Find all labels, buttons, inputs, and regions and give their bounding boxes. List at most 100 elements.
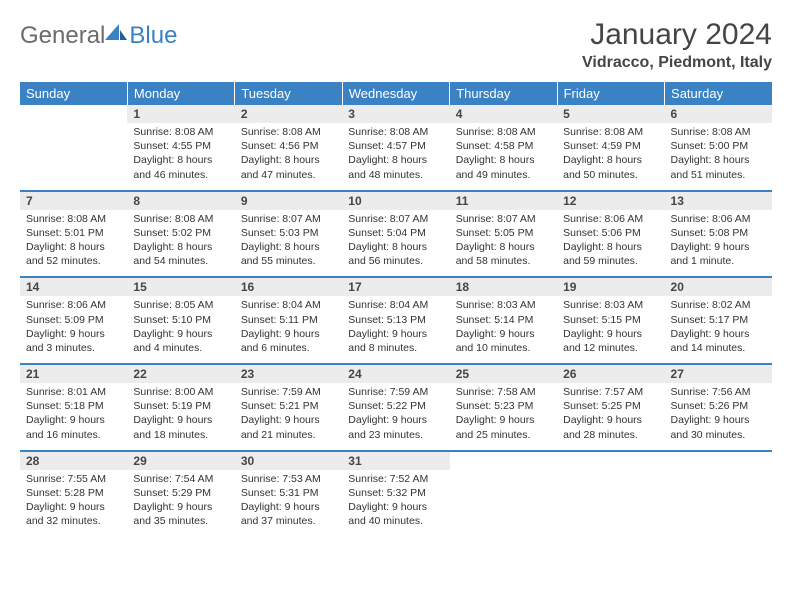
sunset-text: Sunset: 5:11 PM [241, 313, 336, 327]
day-details: Sunrise: 8:04 AMSunset: 5:13 PMDaylight:… [342, 296, 449, 364]
sunset-text: Sunset: 5:17 PM [671, 313, 766, 327]
sunrise-text: Sunrise: 8:08 AM [348, 125, 443, 139]
weekday-header: Monday [127, 82, 234, 105]
sunrise-text: Sunrise: 8:00 AM [133, 385, 228, 399]
daylight-text: Daylight: 9 hours and 12 minutes. [563, 327, 658, 355]
daylight-text: Daylight: 8 hours and 52 minutes. [26, 240, 121, 268]
daylight-text: Daylight: 9 hours and 16 minutes. [26, 413, 121, 441]
daylight-text: Daylight: 9 hours and 32 minutes. [26, 500, 121, 528]
daylight-text: Daylight: 8 hours and 58 minutes. [456, 240, 551, 268]
day-details: Sunrise: 8:05 AMSunset: 5:10 PMDaylight:… [127, 296, 234, 364]
day-number: 25 [450, 365, 557, 383]
brand-word-2: Blue [129, 22, 177, 50]
day-number-row: 21222324252627 [20, 365, 772, 383]
day-number: 30 [235, 452, 342, 470]
sunrise-text: Sunrise: 8:04 AM [241, 298, 336, 312]
sunrise-text: Sunrise: 8:03 AM [456, 298, 551, 312]
sunrise-text: Sunrise: 7:59 AM [348, 385, 443, 399]
day-number-row: 78910111213 [20, 192, 772, 210]
sunset-text: Sunset: 5:01 PM [26, 226, 121, 240]
day-number-row: 14151617181920 [20, 278, 772, 296]
sunset-text: Sunset: 5:25 PM [563, 399, 658, 413]
brand-sail-icon [105, 22, 127, 40]
header: General Blue January 2024 Vidracco, Pied… [20, 18, 772, 72]
day-number: 10 [342, 192, 449, 210]
sunset-text: Sunset: 5:05 PM [456, 226, 551, 240]
sunrise-text: Sunrise: 8:07 AM [456, 212, 551, 226]
day-detail-row: Sunrise: 8:08 AMSunset: 4:55 PMDaylight:… [20, 123, 772, 191]
sunrise-text: Sunrise: 8:02 AM [671, 298, 766, 312]
sunrise-text: Sunrise: 7:58 AM [456, 385, 551, 399]
day-number-row: 28293031 [20, 452, 772, 470]
sunrise-text: Sunrise: 8:06 AM [671, 212, 766, 226]
sunrise-text: Sunrise: 8:08 AM [26, 212, 121, 226]
day-details: Sunrise: 8:07 AMSunset: 5:05 PMDaylight:… [450, 210, 557, 278]
empty-cell [450, 452, 557, 470]
daylight-text: Daylight: 8 hours and 46 minutes. [133, 153, 228, 181]
day-number: 18 [450, 278, 557, 296]
sunset-text: Sunset: 4:58 PM [456, 139, 551, 153]
day-number: 28 [20, 452, 127, 470]
day-details: Sunrise: 7:55 AMSunset: 5:28 PMDaylight:… [20, 470, 127, 537]
location: Vidracco, Piedmont, Italy [582, 54, 772, 72]
sunset-text: Sunset: 5:31 PM [241, 486, 336, 500]
daylight-text: Daylight: 9 hours and 14 minutes. [671, 327, 766, 355]
empty-cell [557, 470, 664, 537]
day-number: 12 [557, 192, 664, 210]
sunrise-text: Sunrise: 8:05 AM [133, 298, 228, 312]
daylight-text: Daylight: 9 hours and 25 minutes. [456, 413, 551, 441]
daylight-text: Daylight: 9 hours and 37 minutes. [241, 500, 336, 528]
daylight-text: Daylight: 8 hours and 50 minutes. [563, 153, 658, 181]
day-number: 11 [450, 192, 557, 210]
day-details: Sunrise: 8:03 AMSunset: 5:15 PMDaylight:… [557, 296, 664, 364]
sunset-text: Sunset: 5:23 PM [456, 399, 551, 413]
daylight-text: Daylight: 9 hours and 21 minutes. [241, 413, 336, 441]
weekday-header: Friday [557, 82, 664, 105]
day-details: Sunrise: 7:59 AMSunset: 5:22 PMDaylight:… [342, 383, 449, 451]
day-detail-row: Sunrise: 8:06 AMSunset: 5:09 PMDaylight:… [20, 296, 772, 364]
sunset-text: Sunset: 5:18 PM [26, 399, 121, 413]
daylight-text: Daylight: 9 hours and 28 minutes. [563, 413, 658, 441]
day-number: 31 [342, 452, 449, 470]
day-details: Sunrise: 8:08 AMSunset: 4:59 PMDaylight:… [557, 123, 664, 191]
sunrise-text: Sunrise: 8:08 AM [671, 125, 766, 139]
month-title: January 2024 [582, 18, 772, 52]
day-details: Sunrise: 8:03 AMSunset: 5:14 PMDaylight:… [450, 296, 557, 364]
day-number: 20 [665, 278, 772, 296]
daylight-text: Daylight: 8 hours and 54 minutes. [133, 240, 228, 268]
sunrise-text: Sunrise: 8:03 AM [563, 298, 658, 312]
sunrise-text: Sunrise: 8:01 AM [26, 385, 121, 399]
sunrise-text: Sunrise: 8:04 AM [348, 298, 443, 312]
day-number: 1 [127, 105, 234, 123]
day-number: 24 [342, 365, 449, 383]
day-details: Sunrise: 8:08 AMSunset: 4:56 PMDaylight:… [235, 123, 342, 191]
daylight-text: Daylight: 9 hours and 1 minute. [671, 240, 766, 268]
daylight-text: Daylight: 8 hours and 56 minutes. [348, 240, 443, 268]
daylight-text: Daylight: 8 hours and 55 minutes. [241, 240, 336, 268]
day-number: 5 [557, 105, 664, 123]
day-details: Sunrise: 7:53 AMSunset: 5:31 PMDaylight:… [235, 470, 342, 537]
day-details: Sunrise: 7:58 AMSunset: 5:23 PMDaylight:… [450, 383, 557, 451]
day-details: Sunrise: 7:59 AMSunset: 5:21 PMDaylight:… [235, 383, 342, 451]
sunset-text: Sunset: 4:59 PM [563, 139, 658, 153]
day-details: Sunrise: 7:52 AMSunset: 5:32 PMDaylight:… [342, 470, 449, 537]
day-number: 2 [235, 105, 342, 123]
day-number: 19 [557, 278, 664, 296]
weekday-header-row: SundayMondayTuesdayWednesdayThursdayFrid… [20, 82, 772, 105]
day-details: Sunrise: 8:08 AMSunset: 4:57 PMDaylight:… [342, 123, 449, 191]
day-detail-row: Sunrise: 7:55 AMSunset: 5:28 PMDaylight:… [20, 470, 772, 537]
sunset-text: Sunset: 5:14 PM [456, 313, 551, 327]
day-details: Sunrise: 8:06 AMSunset: 5:08 PMDaylight:… [665, 210, 772, 278]
weekday-header: Saturday [665, 82, 772, 105]
daylight-text: Daylight: 9 hours and 6 minutes. [241, 327, 336, 355]
sunrise-text: Sunrise: 7:52 AM [348, 472, 443, 486]
sunrise-text: Sunrise: 7:54 AM [133, 472, 228, 486]
sunset-text: Sunset: 5:13 PM [348, 313, 443, 327]
day-number: 22 [127, 365, 234, 383]
title-block: January 2024 Vidracco, Piedmont, Italy [582, 18, 772, 72]
day-details: Sunrise: 8:02 AMSunset: 5:17 PMDaylight:… [665, 296, 772, 364]
daylight-text: Daylight: 9 hours and 8 minutes. [348, 327, 443, 355]
daylight-text: Daylight: 9 hours and 40 minutes. [348, 500, 443, 528]
day-number: 17 [342, 278, 449, 296]
day-details: Sunrise: 8:01 AMSunset: 5:18 PMDaylight:… [20, 383, 127, 451]
